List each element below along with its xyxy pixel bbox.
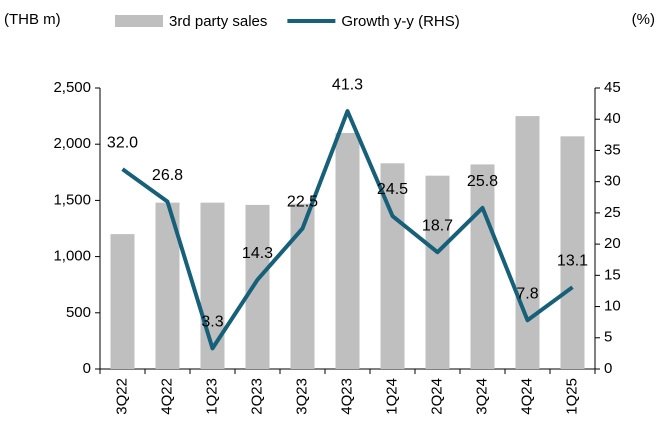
x-tick-label: 4Q24 xyxy=(518,378,535,415)
bar xyxy=(335,132,360,369)
data-label: 26.8 xyxy=(152,167,183,184)
y-axis-label: (THB m) xyxy=(4,11,61,28)
bar xyxy=(425,175,450,369)
legend-label: Growth y-y (RHS) xyxy=(341,13,459,30)
data-label: 32.0 xyxy=(107,134,138,151)
data-label: 41.3 xyxy=(332,76,363,93)
data-label: 24.5 xyxy=(377,181,408,198)
y-tick-label: 1,000 xyxy=(53,248,91,265)
x-tick-label: 2Q23 xyxy=(248,378,265,415)
bar xyxy=(560,136,585,369)
y-tick-label: 500 xyxy=(66,304,91,321)
x-tick-label: 3Q24 xyxy=(473,378,490,415)
data-label: 22.5 xyxy=(287,194,318,211)
data-label: 3.3 xyxy=(201,314,223,331)
legend-swatch xyxy=(115,15,163,27)
x-tick-label: 3Q22 xyxy=(113,378,130,415)
y-tick-label: 0 xyxy=(83,360,91,377)
bar xyxy=(245,204,270,369)
y2-tick-label: 5 xyxy=(604,329,612,346)
x-tick-label: 1Q23 xyxy=(203,378,220,415)
bar xyxy=(110,234,135,369)
y2-tick-label: 15 xyxy=(604,266,621,283)
x-tick-label: 2Q24 xyxy=(428,378,445,415)
data-label: 25.8 xyxy=(467,173,498,190)
y2-tick-label: 0 xyxy=(604,360,612,377)
y-tick-label: 1,500 xyxy=(53,191,91,208)
y2-axis-label: (%) xyxy=(632,11,655,28)
y2-tick-label: 45 xyxy=(604,79,621,96)
data-label: 18.7 xyxy=(422,217,453,234)
y2-tick-label: 25 xyxy=(604,204,621,221)
y2-tick-label: 30 xyxy=(604,173,621,190)
data-label: 7.8 xyxy=(516,286,538,303)
x-tick-label: 4Q23 xyxy=(338,378,355,415)
x-tick-label: 4Q22 xyxy=(158,378,175,415)
y-tick-label: 2,500 xyxy=(53,79,91,96)
y2-tick-label: 20 xyxy=(604,235,621,252)
line xyxy=(121,109,574,351)
bar xyxy=(200,202,225,369)
x-tick-label: 1Q25 xyxy=(563,378,580,415)
y-tick-label: 2,000 xyxy=(53,135,91,152)
y2-tick-label: 10 xyxy=(604,298,621,315)
x-tick-label: 3Q23 xyxy=(293,378,310,415)
legend-label: 3rd party sales xyxy=(169,13,267,30)
y2-tick-label: 35 xyxy=(604,141,621,158)
x-tick-label: 1Q24 xyxy=(383,378,400,415)
bar xyxy=(470,164,495,369)
y2-tick-label: 40 xyxy=(604,110,621,127)
bar xyxy=(515,116,540,369)
data-label: 13.1 xyxy=(557,252,588,269)
data-label: 14.3 xyxy=(242,245,273,262)
